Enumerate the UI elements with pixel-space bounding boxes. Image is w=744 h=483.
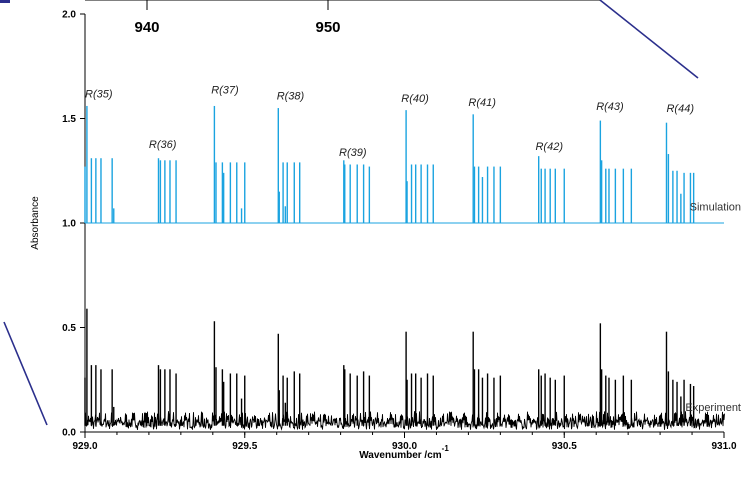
y-axis-ticks: 0.0 0.5 1.0 1.5 2.0 xyxy=(62,10,85,439)
transition-label: R(35) xyxy=(85,89,113,101)
inset-tick-label: 950 xyxy=(315,19,340,36)
transition-label: R(43) xyxy=(596,101,624,113)
series-label-experiment: Experiment xyxy=(685,402,741,414)
zoom-connector-left xyxy=(3,321,48,426)
transition-label: R(38) xyxy=(277,91,305,103)
series-label-simulation: Simulation xyxy=(690,201,741,213)
annotation-layer: R(35) R(36) R(37) R(38) R(39) R(40) R(41) R(42)… xyxy=(85,84,694,159)
x-axis-label-main: Wavenumber /cm xyxy=(359,450,442,461)
transition-label: R(44) xyxy=(666,103,694,115)
inset-axis-ticks: 940 950 xyxy=(134,0,341,36)
transition-label: R(36) xyxy=(149,139,177,151)
transition-label: R(41) xyxy=(468,97,496,109)
x-tick-label: 930.5 xyxy=(552,441,577,452)
series-layer xyxy=(84,105,725,431)
series-label-layer: Simulation Experiment xyxy=(685,201,741,414)
x-tick-label: 931.0 xyxy=(711,441,736,452)
y-axis-label: Absorbance xyxy=(30,196,41,250)
y-tick-label: 0.0 xyxy=(62,428,76,439)
transition-label: R(42) xyxy=(535,141,563,153)
transition-label: R(39) xyxy=(339,147,367,159)
x-tick-label: 929.0 xyxy=(72,441,97,452)
y-tick-label: 1.5 xyxy=(62,114,76,125)
x-axis-label: Wavenumber /cm-1 xyxy=(359,444,449,461)
zoom-connector-right xyxy=(599,0,699,79)
series-experiment xyxy=(84,308,725,431)
transition-label: R(37) xyxy=(211,84,239,96)
series-noise xyxy=(84,411,725,431)
x-axis-label-exponent: -1 xyxy=(442,444,450,453)
x-axis-ticks: 929.0 929.5 930.0 930.5 931.0 xyxy=(72,432,737,452)
y-tick-label: 0.5 xyxy=(62,323,76,334)
y-tick-label: 2.0 xyxy=(62,10,76,21)
transition-label: R(40) xyxy=(401,93,429,105)
x-tick-label: 929.5 xyxy=(232,441,257,452)
series-simulation xyxy=(84,105,724,224)
y-tick-label: 1.0 xyxy=(62,219,76,230)
zoom-marker xyxy=(0,0,10,3)
inset-tick-label: 940 xyxy=(134,19,159,36)
x-tick-label: 930.0 xyxy=(392,441,417,452)
